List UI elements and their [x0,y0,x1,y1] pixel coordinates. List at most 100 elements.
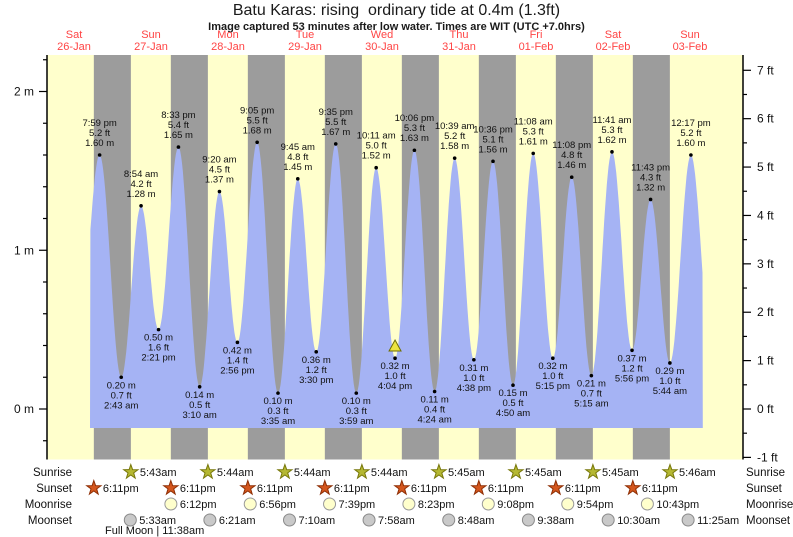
astro-time-label: 5:45am [525,467,562,479]
high-tide-time-label: 11:43 pm [631,162,670,173]
astro-row-label-right: Moonrise [746,499,793,511]
high-tide-m-label: 1.67 m [321,127,350,138]
tide-extremum-dot [610,150,614,154]
moonset-icon [681,513,695,527]
day-date-label: 01-Feb [519,41,554,53]
right-axis-label: 6 ft [757,112,774,126]
high-tide-m-label: 1.58 m [440,141,469,152]
high-tide-time-label: 10:11 am [357,131,396,142]
right-axis-label: 7 ft [757,63,774,77]
high-tide-ft-label: 5.1 ft [482,134,503,145]
astro-time-label: 5:46am [679,467,716,479]
astro-time-label: 6:11pm [103,483,139,495]
day-of-week-label: Thu [450,29,469,41]
low-tide-m-label: 0.32 m [538,361,567,372]
low-tide-time-label: 4:38 pm [457,383,491,394]
low-tide-ft-label: 0.3 ft [346,406,367,417]
tide-area [90,142,703,429]
sunrise-icon [199,462,217,480]
sunset-icon [393,478,411,496]
low-tide-time-label: 4:04 pm [378,381,412,392]
high-tide-time-label: 9:05 pm [240,105,274,116]
low-tide-m-label: 0.11 m [420,395,448,406]
high-tide-ft-label: 4.8 ft [561,150,582,161]
low-tide-m-label: 0.14 m [185,390,214,401]
astro-time-label: 6:12pm [180,499,217,511]
high-tide-time-label: 9:45 am [281,142,315,153]
high-tide-m-label: 1.68 m [243,125,272,136]
left-axis-label: 1 m [14,243,34,257]
moonrise-icon [640,497,654,511]
full-moon-note: Full Moon | 11:38am [105,525,204,537]
day-of-week-label: Sat [605,29,622,41]
moonset-icon [282,513,296,527]
high-tide-time-label: 11:08 am [514,116,553,127]
astro-time-label: 10:30am [617,515,660,527]
astro-time-label: 11:25am [697,515,739,527]
day-of-week-label: Sun [141,29,161,41]
left-axis-label: 2 m [14,85,34,99]
low-tide-ft-label: 0.7 ft [111,390,132,401]
day-date-label: 31-Jan [442,41,476,53]
low-tide-m-label: 0.37 m [618,353,647,364]
low-tide-time-label: 3:59 am [339,416,373,427]
astro-time-label: 5:44am [371,467,408,479]
high-tide-m-label: 1.45 m [283,162,312,173]
astro-time-label: 6:11pm [180,483,216,495]
day-of-week-label: Sun [680,29,700,41]
moonrise-icon [243,497,257,511]
tide-extremum-dot [97,153,102,157]
low-tide-time-label: 4:24 am [417,415,451,426]
low-tide-time-label: 2:43 am [104,400,138,411]
low-tide-ft-label: 0.5 ft [189,400,210,411]
tide-extremum-dot [531,151,536,156]
astro-time-label: 8:48am [458,515,495,527]
low-tide-time-label: 3:30 pm [299,375,333,386]
right-axis-label: 0 ft [757,402,774,416]
current-time-marker [388,338,402,352]
high-tide-time-label: 9:35 pm [319,107,353,118]
astro-time-label: 6:56pm [259,499,296,511]
tide-extremum-dot [276,391,280,395]
astro-time-label: 6:21am [219,515,256,527]
sunset-icon [85,478,103,496]
tide-extremum-dot [119,375,124,380]
high-tide-ft-label: 5.5 ft [247,115,268,126]
high-tide-m-label: 1.52 m [362,151,391,162]
high-tide-time-label: 7:59 pm [82,118,116,129]
moonset-icon [123,513,137,527]
low-tide-m-label: 0.42 m [223,345,252,356]
tide-extremum-dot [333,142,338,146]
high-tide-m-label: 1.60 m [85,138,114,149]
moonrise-icon [164,497,178,511]
astro-time-label: 7:10am [298,515,335,527]
tide-extremum-dot [589,373,594,378]
high-tide-ft-label: 5.3 ft [404,123,425,134]
tide-extremum-dot [648,197,653,202]
right-axis-label: 1 ft [757,354,774,368]
low-tide-time-label: 2:56 pm [220,365,254,376]
low-tide-ft-label: 1.2 ft [306,365,327,376]
low-tide-time-label: 3:35 am [261,416,295,427]
sunset-icon [239,478,257,496]
astro-row-label-right: Sunset [746,483,783,495]
high-tide-ft-label: 5.4 ft [168,120,189,131]
tide-extremum-dot [139,204,143,208]
high-tide-ft-label: 4.8 ft [287,152,308,163]
astro-row-label-right: Sunrise [746,467,785,479]
right-axis-label: 5 ft [757,160,774,174]
high-tide-ft-label: 5.5 ft [325,117,346,128]
low-tide-time-label: 5:15 am [574,399,608,410]
tide-extremum-dot [689,153,693,157]
astro-time-label: 10:43pm [656,499,699,511]
high-tide-time-label: 10:39 am [435,121,475,132]
sunset-icon [624,478,642,496]
astro-time-label: 5:43am [140,467,177,479]
tide-extremum-dot [432,389,437,394]
low-tide-ft-label: 1.2 ft [621,363,642,374]
high-tide-ft-label: 5.2 ft [680,128,701,139]
low-tide-ft-label: 1.0 ft [384,371,405,382]
sunrise-icon [122,462,140,480]
